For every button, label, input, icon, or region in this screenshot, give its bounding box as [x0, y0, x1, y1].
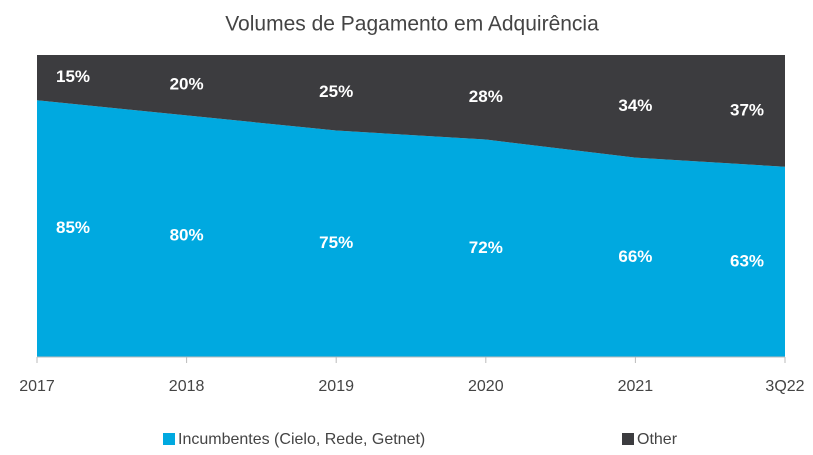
data-label: 75% — [319, 233, 353, 252]
data-label: 34% — [618, 96, 652, 115]
area — [37, 55, 785, 167]
x-tick-label: 3Q22 — [765, 378, 804, 395]
legend-label: Incumbentes (Cielo, Rede, Getnet) — [178, 431, 425, 448]
x-tick-label: 2019 — [318, 378, 354, 395]
x-tick-label: 2021 — [618, 378, 654, 395]
area — [37, 100, 785, 358]
data-label: 85% — [56, 218, 90, 237]
x-tick-label: 2017 — [19, 378, 55, 395]
data-label: 66% — [618, 247, 652, 266]
chart-title: Volumes de Pagamento em Adquirência — [225, 13, 599, 36]
data-label: 25% — [319, 82, 353, 101]
data-label: 72% — [469, 238, 503, 257]
data-label: 63% — [730, 251, 764, 270]
x-tick-label: 2020 — [468, 378, 504, 395]
legend-swatch — [163, 433, 175, 445]
legend-swatch — [622, 433, 634, 445]
data-label: 20% — [170, 75, 204, 94]
data-label: 28% — [469, 87, 503, 106]
data-label: 37% — [730, 100, 764, 119]
x-tick-label: 2018 — [169, 378, 205, 395]
data-label: 15% — [56, 67, 90, 86]
legend-label: Other — [637, 431, 678, 448]
data-label: 80% — [170, 226, 204, 245]
